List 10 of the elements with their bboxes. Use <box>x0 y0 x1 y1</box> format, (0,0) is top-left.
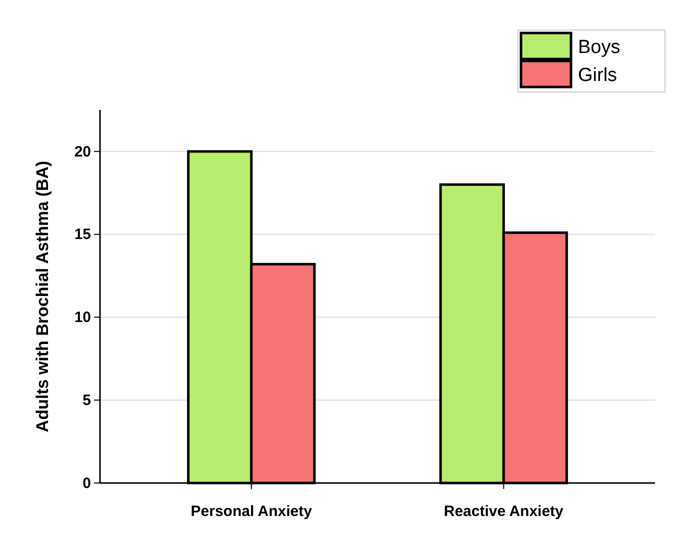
legend-label: Girls <box>578 65 618 86</box>
legend-label: Boys <box>578 37 620 58</box>
y-tick-label: 10 <box>74 309 91 326</box>
y-tick-label: 5 <box>82 392 91 409</box>
x-tick-label: Personal Anxiety <box>190 503 313 520</box>
x-tick-label: Reactive Anxiety <box>444 503 564 520</box>
y-axis-title: Adults with Brochial Asthma (BA) <box>33 160 52 432</box>
y-tick-label: 0 <box>82 474 91 492</box>
y-tick-label: 20 <box>74 143 91 160</box>
y-tick-label: 15 <box>74 226 91 244</box>
